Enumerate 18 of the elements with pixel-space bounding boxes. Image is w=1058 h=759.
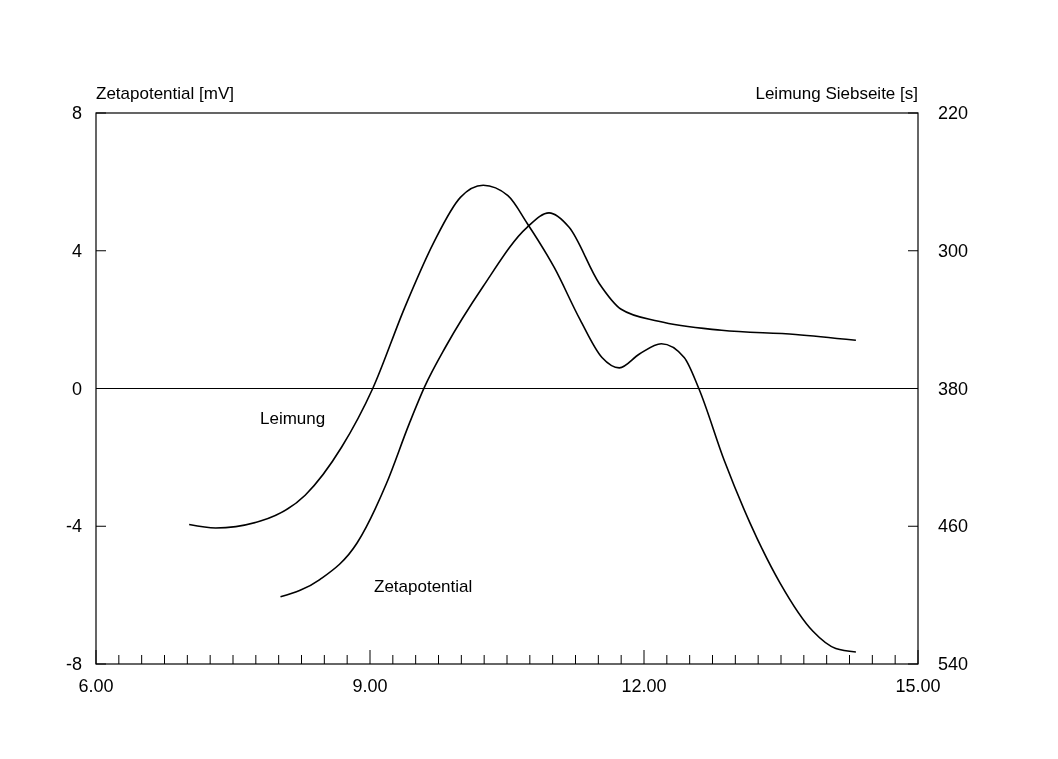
x-tick-label: 6.00 xyxy=(78,676,114,696)
x-tick-label: 12.00 xyxy=(621,676,667,696)
y-tick-label: -4 xyxy=(65,516,82,537)
y2-tick-label: 380 xyxy=(938,378,969,399)
y2-tick-label: 540 xyxy=(938,654,969,674)
series-label: Leimung xyxy=(260,409,326,428)
y-tick-label: 4 xyxy=(71,240,82,261)
series-label: Zetapotential xyxy=(374,577,473,596)
y2-tick-label: 300 xyxy=(938,240,969,261)
y-tick-label: -8 xyxy=(65,654,82,674)
x-tick-label: 15.00 xyxy=(895,676,941,696)
y2-axis-title: Leimung Siebseite [s] xyxy=(755,84,918,103)
y-tick-label: 8 xyxy=(71,103,82,123)
y2-tick-label: 220 xyxy=(938,103,969,123)
y2-tick-label: 460 xyxy=(938,516,969,537)
y-axis-title: Zetapotential [mV] xyxy=(96,84,234,103)
y-tick-label: 0 xyxy=(71,378,82,399)
x-tick-label: 9.00 xyxy=(352,676,388,696)
